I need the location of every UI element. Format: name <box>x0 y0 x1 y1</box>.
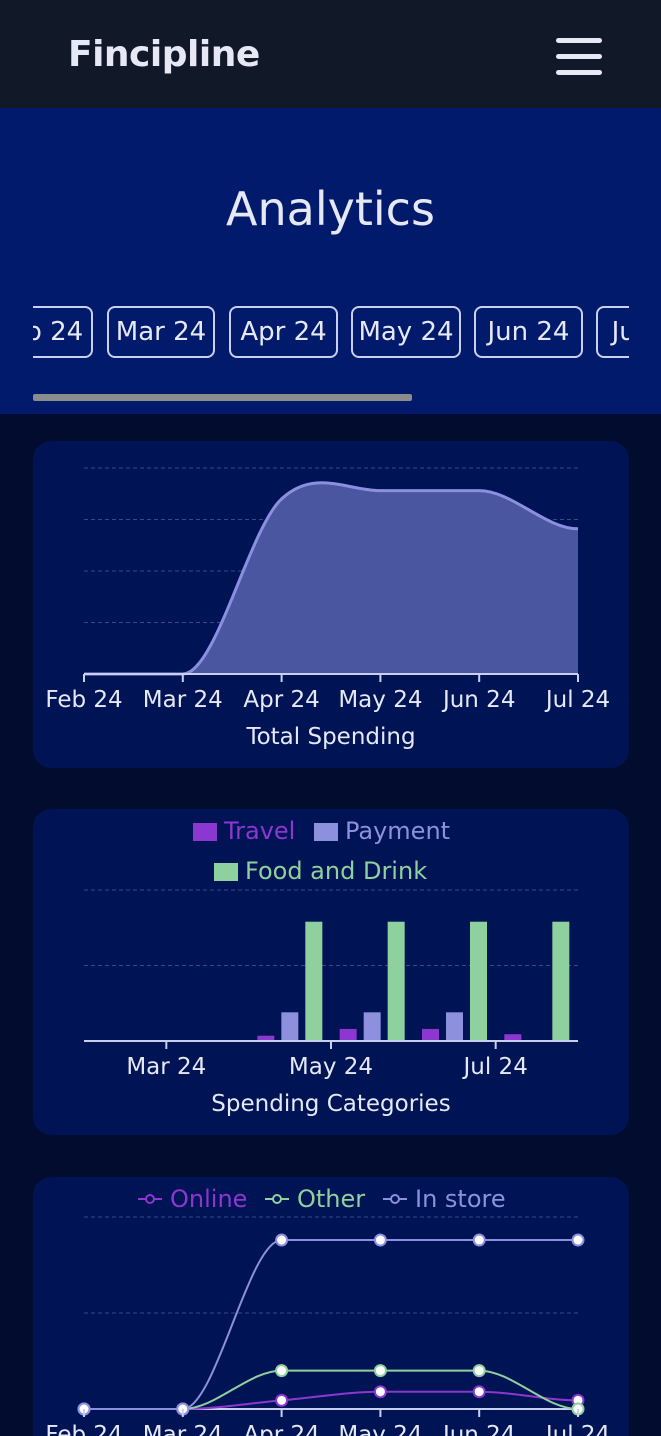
legend-label: Food and Drink <box>245 857 427 885</box>
navbar: Fincipline <box>0 0 661 108</box>
bar-payment <box>363 1012 381 1041</box>
x-axis-title: Spending Categories <box>211 1091 450 1117</box>
month-button[interactable]: May 24 <box>351 306 461 358</box>
x-tick-label: Jun 24 <box>441 1422 516 1436</box>
legend-label: Online <box>170 1185 247 1213</box>
spending-categories-card: Travel Payment Food and Drink Mar 24 May 24 J… <box>33 809 629 1135</box>
bar-food-and-drink <box>470 921 487 1041</box>
x-tick-label: Jun 24 <box>441 687 516 713</box>
x-tick-label: May 24 <box>289 1054 373 1080</box>
x-tick-label: Mar 24 <box>126 1054 206 1080</box>
x-axis-title: Total Spending <box>245 724 415 750</box>
x-tick-label: May 24 <box>338 687 422 713</box>
data-point <box>472 1233 486 1247</box>
analytics-header <box>0 108 661 414</box>
line-in-store <box>83 1239 578 1410</box>
x-tick-label: May 24 <box>338 1422 422 1436</box>
month-selector[interactable]: Feb 24 Mar 24 Apr 24 May 24 Jun 24 Jul 2… <box>33 306 629 362</box>
month-button[interactable]: Apr 24 <box>229 306 338 358</box>
bar-travel <box>422 1028 439 1041</box>
brand-logo[interactable]: Fincipline <box>68 34 260 75</box>
legend-swatch <box>214 863 238 881</box>
data-point <box>472 1364 486 1378</box>
x-tick-label: Jul 24 <box>544 687 610 713</box>
data-point <box>373 1385 387 1399</box>
legend-label: Travel <box>223 817 295 845</box>
x-tick-label: Feb 24 <box>45 687 122 713</box>
x-tick-label: Jul 24 <box>462 1054 528 1080</box>
bar-travel <box>504 1034 522 1041</box>
legend-marker <box>145 1194 155 1204</box>
bar-travel <box>257 1035 275 1041</box>
x-tick-label: Mar 24 <box>143 687 223 713</box>
channel-card: Online Other In store Feb 24 Mar 24 Apr 24 May… <box>33 1177 629 1436</box>
data-point <box>275 1393 289 1407</box>
bar-payment <box>281 1012 299 1041</box>
legend-swatch <box>193 823 217 841</box>
page-title: Analytics <box>226 182 435 236</box>
month-button[interactable]: Jul 24 <box>596 306 629 358</box>
x-tick-label: Jul 24 <box>544 1422 610 1436</box>
x-tick-label: Mar 24 <box>143 1422 223 1436</box>
data-point <box>373 1233 387 1247</box>
data-point <box>373 1364 387 1378</box>
hamburger-menu-icon[interactable] <box>556 38 602 76</box>
line-online <box>83 1390 579 1410</box>
data-point <box>275 1364 289 1378</box>
x-tick-label: Apr 24 <box>243 687 319 713</box>
x-tick-label: Apr 24 <box>243 1422 319 1436</box>
channel-chart: Online Other In store Feb 24 Mar 24 Apr 24 May… <box>45 1185 610 1436</box>
legend-marker <box>390 1194 400 1204</box>
spending-categories-chart: Travel Payment Food and Drink Mar 24 May 24 J… <box>84 817 578 1117</box>
legend-label: In store <box>415 1185 506 1213</box>
x-tick-label: Feb 24 <box>45 1422 122 1436</box>
month-button[interactable]: Mar 24 <box>107 306 215 358</box>
total-spending-area <box>84 482 578 674</box>
bar-food-and-drink <box>387 921 405 1041</box>
legend-label: Other <box>297 1185 365 1213</box>
month-scrollbar[interactable] <box>33 394 412 401</box>
bar-travel <box>339 1028 357 1041</box>
legend-label: Payment <box>345 817 450 845</box>
data-point <box>275 1233 289 1247</box>
month-button[interactable]: Jun 24 <box>474 306 583 358</box>
total-spending-chart: Feb 24 Mar 24 Apr 24 May 24 Jun 24 Jul 24 Tota… <box>45 467 610 750</box>
legend-swatch <box>314 823 338 841</box>
bar-food-and-drink <box>552 921 570 1041</box>
bar-payment <box>446 1012 463 1041</box>
bar-food-and-drink <box>305 921 323 1041</box>
legend-marker <box>272 1194 282 1204</box>
line-other <box>83 1369 579 1410</box>
data-point <box>571 1233 585 1247</box>
data-point <box>472 1385 486 1399</box>
total-spending-card: Feb 24 Mar 24 Apr 24 May 24 Jun 24 Jul 24 Tota… <box>33 441 629 768</box>
month-button[interactable]: Feb 24 <box>33 306 93 358</box>
